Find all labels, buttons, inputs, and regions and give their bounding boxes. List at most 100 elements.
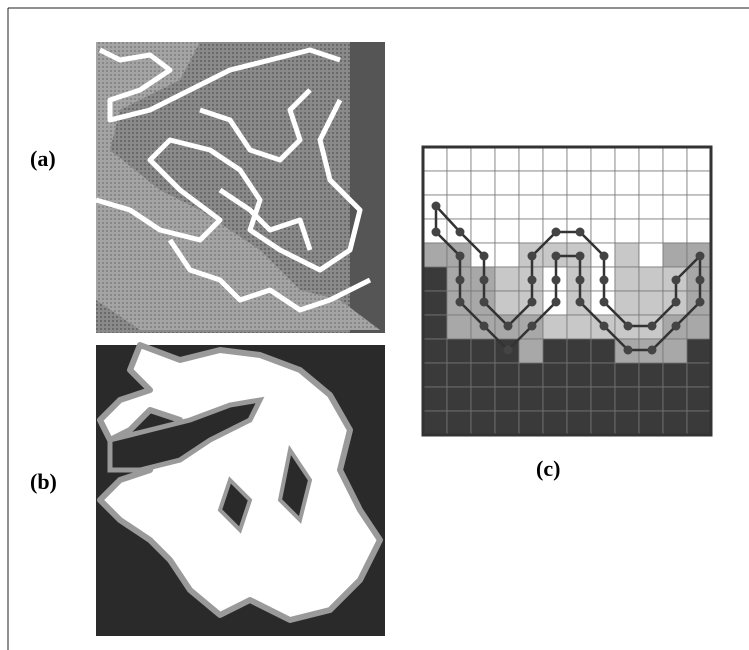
cell [470, 338, 496, 364]
cell [638, 410, 664, 436]
cell [470, 386, 496, 412]
cell [542, 338, 568, 364]
contour-node [575, 297, 585, 307]
cell [638, 146, 664, 172]
contour-node [647, 321, 657, 331]
cell [422, 266, 448, 292]
panel-label: (b) [30, 469, 57, 494]
cell [662, 242, 688, 268]
cell [470, 410, 496, 436]
contour-node [527, 321, 537, 331]
cell [638, 194, 664, 220]
cell [542, 194, 568, 220]
cell [542, 362, 568, 388]
cell [638, 266, 664, 292]
cell [686, 386, 712, 412]
cell [590, 146, 616, 172]
cell [638, 290, 664, 316]
cell [422, 170, 448, 196]
cell [494, 266, 520, 292]
cell [662, 194, 688, 220]
cell [494, 290, 520, 316]
contour-node [455, 297, 465, 307]
cell [494, 242, 520, 268]
cell [470, 194, 496, 220]
cell [518, 386, 544, 412]
cell [614, 290, 640, 316]
contour-node [695, 297, 705, 307]
cell [662, 362, 688, 388]
cell [662, 218, 688, 244]
contour-node [551, 227, 561, 237]
contour-node [575, 227, 585, 237]
cell [518, 410, 544, 436]
cell [446, 410, 472, 436]
panel-label: (a) [30, 146, 56, 171]
cell [686, 314, 712, 340]
contour-node [527, 297, 537, 307]
cell [686, 218, 712, 244]
cell [494, 146, 520, 172]
cell [494, 362, 520, 388]
cell [590, 194, 616, 220]
contour-node [527, 275, 537, 285]
cell [446, 146, 472, 172]
cell [422, 314, 448, 340]
cell [494, 386, 520, 412]
cell [446, 194, 472, 220]
cell [566, 410, 592, 436]
contour-node [671, 321, 681, 331]
cell [518, 362, 544, 388]
contour-node [551, 297, 561, 307]
cell [422, 290, 448, 316]
cell [446, 386, 472, 412]
cell [494, 410, 520, 436]
cell [518, 194, 544, 220]
cell [614, 146, 640, 172]
cell [422, 146, 448, 172]
contour-node [671, 275, 681, 285]
cell [686, 146, 712, 172]
cell [446, 338, 472, 364]
cell [422, 338, 448, 364]
cell [590, 386, 616, 412]
cell [542, 170, 568, 196]
contour-node [455, 275, 465, 285]
cell [494, 170, 520, 196]
cell [590, 362, 616, 388]
cell [590, 170, 616, 196]
contour-node [503, 321, 513, 331]
cell [662, 410, 688, 436]
contour-node [623, 321, 633, 331]
contour-node [623, 345, 633, 355]
contour-node [671, 297, 681, 307]
contour-node [479, 251, 489, 261]
cell [686, 338, 712, 364]
cell [422, 386, 448, 412]
cell [662, 146, 688, 172]
cell [590, 218, 616, 244]
cell [614, 218, 640, 244]
cell [494, 218, 520, 244]
cell [422, 410, 448, 436]
cell [446, 362, 472, 388]
contour-node [695, 275, 705, 285]
cell [686, 362, 712, 388]
cell [686, 410, 712, 436]
contour-node [503, 345, 513, 355]
cell [542, 386, 568, 412]
cell [446, 314, 472, 340]
cell [470, 218, 496, 244]
cell [518, 218, 544, 244]
cell [662, 170, 688, 196]
contour-node [479, 297, 489, 307]
panel-label: (c) [536, 456, 560, 481]
cell [614, 362, 640, 388]
contour-node [431, 201, 441, 211]
cell [662, 386, 688, 412]
cell [422, 362, 448, 388]
cell [566, 146, 592, 172]
cell [470, 362, 496, 388]
cell [638, 218, 664, 244]
